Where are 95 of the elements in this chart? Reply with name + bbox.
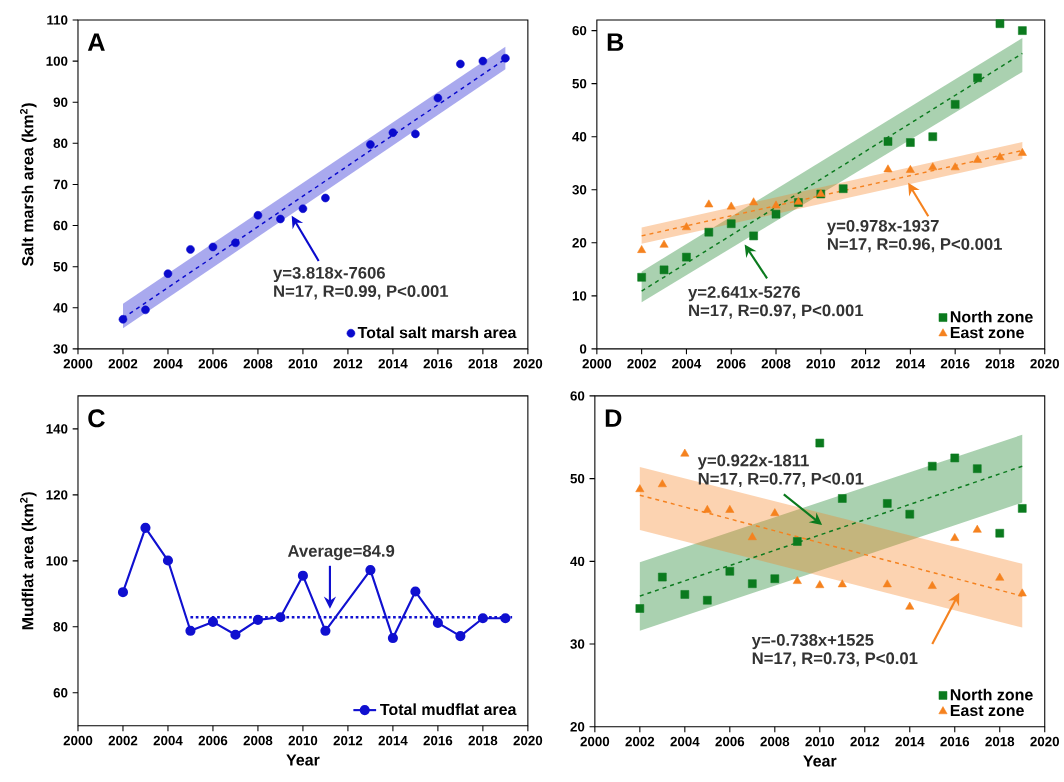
- x-tick-label: 2018: [468, 359, 498, 369]
- annotation: y=2.641x-5276: [688, 286, 800, 302]
- legend-label: East zone: [950, 327, 1024, 339]
- y-tick-label: 20: [572, 238, 587, 248]
- chart-title: C: [88, 409, 105, 428]
- annotation: N=17, R=0.73, P<0.01: [752, 652, 918, 667]
- y-tick-label: 30: [572, 185, 587, 195]
- chart-title: D: [605, 409, 622, 427]
- chart-title: B: [607, 33, 624, 51]
- x-tick-label: 2020: [513, 735, 543, 746]
- y-tick-label: 40: [572, 132, 587, 142]
- y-tick-label: 10: [572, 291, 587, 301]
- x-tick-label: 2000: [582, 359, 612, 369]
- x-tick-label: 2016: [423, 735, 453, 746]
- x-tick-label: 2008: [760, 736, 790, 747]
- x-tick-label: 2018: [985, 359, 1015, 369]
- y-tick-label: 80: [53, 138, 68, 149]
- x-tick-label: 2006: [716, 359, 746, 369]
- x-tick-label: 2014: [378, 359, 408, 369]
- y-tick-label: 60: [570, 391, 585, 401]
- x-tick-label: 2006: [198, 735, 228, 746]
- y-axis-title: Salt marsh area (km$^{2}$): [19, 103, 37, 267]
- x-tick-label: 2012: [333, 359, 363, 369]
- x-tick-label: 2010: [806, 359, 836, 369]
- x-tick-label: 2014: [378, 735, 408, 746]
- x-tick-label: 2014: [896, 359, 926, 369]
- y-tick-label: 30: [570, 639, 585, 649]
- y-tick-label: 100: [46, 56, 68, 66]
- x-tick-label: 2004: [153, 735, 183, 746]
- x-tick-label: 2012: [851, 359, 880, 369]
- annotation: N=17, R=0.96, P<0.001: [827, 238, 1002, 253]
- y-tick-label: 0: [579, 344, 587, 354]
- y-tick-label: 40: [53, 303, 68, 313]
- x-tick-label: 2004: [153, 359, 183, 369]
- x-axis-title: Year: [286, 754, 320, 766]
- x-tick-label: 2004: [670, 736, 700, 747]
- annotation: N=17, R=0.99, P<0.001: [274, 285, 449, 300]
- y-tick-label: 100: [46, 556, 68, 566]
- x-tick-label: 2000: [63, 359, 93, 369]
- y-tick-label: 90: [53, 97, 68, 108]
- x-tick-label: 2010: [288, 359, 318, 369]
- x-tick-label: 2006: [198, 359, 228, 369]
- x-tick-label: 2002: [625, 736, 655, 747]
- x-tick-label: 2002: [108, 735, 138, 746]
- x-tick-label: 2016: [940, 359, 970, 369]
- x-tick-label: 2004: [672, 359, 702, 369]
- y-tick-label: 50: [570, 474, 585, 484]
- y-tick-label: 80: [53, 622, 68, 632]
- y-tick-label: 110: [47, 15, 68, 25]
- legend-label: East zone: [950, 705, 1024, 717]
- x-tick-label: 2020: [513, 359, 543, 369]
- annotation: y=0.922x-1811: [697, 454, 809, 470]
- x-tick-label: 2002: [108, 359, 138, 369]
- annotation: y=-0.738x+1525: [751, 634, 874, 650]
- chart-title: A: [87, 33, 105, 51]
- x-tick-label: 2016: [423, 359, 453, 369]
- legend-label: North zone: [950, 310, 1033, 323]
- x-tick-label: 2018: [985, 736, 1015, 747]
- x-tick-label: 2000: [580, 736, 610, 747]
- annotation: y=3.818x-7606: [273, 267, 385, 283]
- y-tick-label: 60: [572, 25, 587, 36]
- legend-label: Total mudflat area: [380, 703, 517, 716]
- x-tick-label: 2018: [468, 735, 498, 746]
- x-tick-label: 2012: [333, 735, 363, 746]
- y-tick-label: 60: [53, 220, 68, 231]
- y-axis-title: Mudflat area (km$^{2}$): [19, 492, 37, 630]
- x-tick-label: 2014: [895, 736, 925, 747]
- y-tick-label: 60: [53, 688, 68, 698]
- x-axis-title: Year: [803, 755, 837, 767]
- x-tick-label: 2020: [1030, 359, 1060, 369]
- y-tick-label: 30: [53, 344, 68, 354]
- x-tick-label: 2020: [1030, 736, 1060, 747]
- x-tick-label: 2008: [761, 359, 791, 369]
- y-tick-label: 50: [53, 262, 68, 272]
- x-tick-label: 2008: [243, 735, 273, 746]
- x-tick-label: 2012: [850, 736, 880, 747]
- x-tick-label: 2000: [63, 735, 93, 746]
- annotation: Average=84.9: [287, 545, 395, 561]
- y-tick-label: 50: [572, 79, 587, 89]
- annotation: N=17, R=0.77, P<0.01: [698, 472, 864, 488]
- y-tick-label: 20: [570, 722, 585, 732]
- y-tick-label: 120: [46, 490, 68, 500]
- x-tick-label: 2010: [805, 736, 835, 747]
- annotation: N=17, R=0.97, P<0.001: [689, 304, 864, 319]
- x-tick-label: 2002: [627, 359, 656, 369]
- legend-label: Total salt marsh area: [357, 326, 517, 339]
- x-tick-label: 2008: [243, 359, 273, 369]
- legend-label: North zone: [950, 688, 1033, 701]
- y-tick-label: 140: [46, 424, 68, 434]
- x-tick-label: 2010: [288, 735, 318, 746]
- x-tick-label: 2016: [940, 736, 970, 747]
- y-tick-label: 40: [570, 556, 585, 567]
- x-tick-label: 2006: [715, 736, 745, 747]
- annotation: y=0.978x-1937: [827, 219, 939, 236]
- y-tick-label: 70: [53, 179, 68, 190]
